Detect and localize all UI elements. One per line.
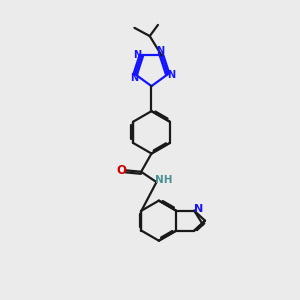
Text: N: N — [156, 46, 164, 56]
Text: O: O — [116, 164, 126, 177]
Text: N: N — [130, 73, 139, 83]
Text: N: N — [194, 205, 203, 214]
Text: NH: NH — [155, 175, 172, 185]
Text: N: N — [167, 70, 175, 80]
Text: N: N — [133, 50, 141, 60]
